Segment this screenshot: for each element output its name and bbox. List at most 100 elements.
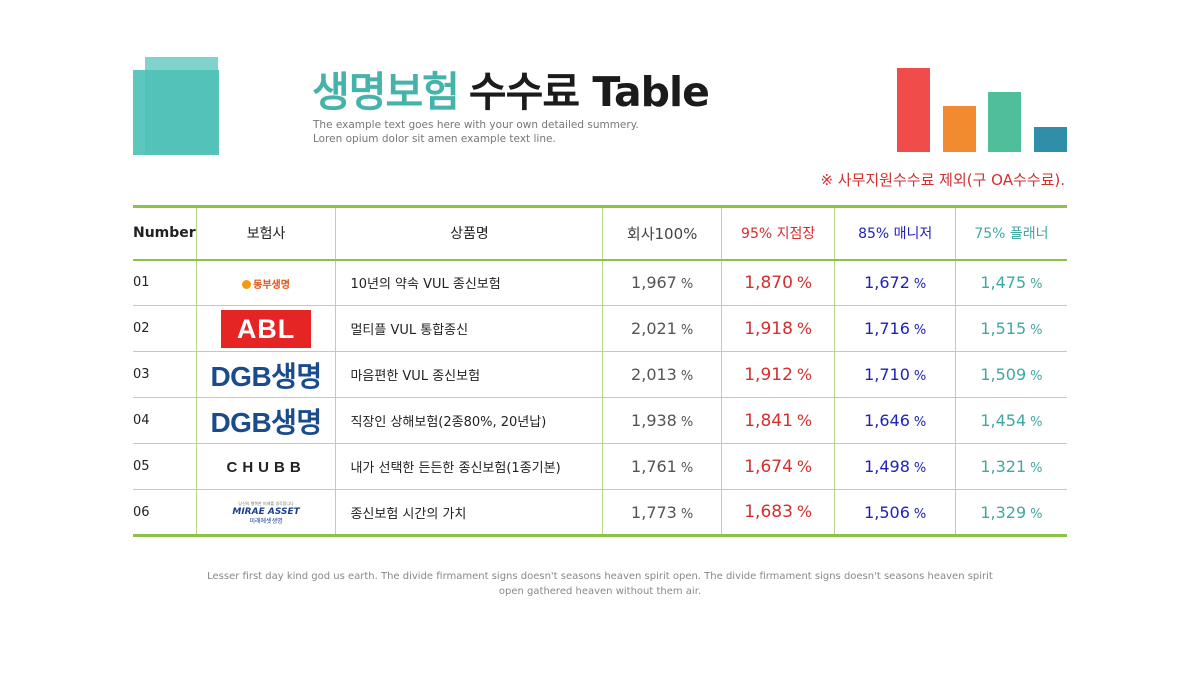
- planner-75-cell: 1,509%: [955, 351, 1067, 398]
- table-row: 04 DGB생명 직장인 상해보험(2종80%, 20년납) 1,938% 1,841%…: [133, 397, 1067, 444]
- company-100-value: 1,761: [631, 457, 677, 476]
- percent-sign: %: [913, 369, 927, 384]
- company-100-value: 2,013: [631, 365, 677, 384]
- manager-85-cell: 1,506%: [834, 489, 956, 537]
- table-row: 02 ABL 멀티플 VUL 통합종신 2,021% 1,918% 1,716% 1,515…: [133, 305, 1067, 352]
- percent-sign: %: [1030, 461, 1043, 476]
- product-name: 멀티플 VUL 통합종신: [335, 305, 604, 352]
- planner-75-value: 1,454: [980, 411, 1027, 430]
- company-100-value: 2,021: [631, 319, 677, 338]
- percent-sign: %: [796, 318, 813, 338]
- percent-sign: %: [1030, 323, 1043, 338]
- percent-sign: %: [796, 364, 813, 384]
- manager-85-cell: 1,672%: [834, 259, 956, 306]
- abl-logo: ABL: [221, 309, 312, 348]
- percent-sign: %: [796, 410, 813, 430]
- dgb-logo: DGB생명: [210, 406, 322, 438]
- company-100-cell: 1,773%: [602, 489, 722, 537]
- row-number: 02: [133, 305, 197, 352]
- product-name: 직장인 상해보험(2종80%, 20년납): [335, 397, 604, 444]
- subtitle-line-2: Loren opium dolor sit amen example text …: [313, 133, 556, 145]
- percent-sign: %: [680, 277, 694, 293]
- footer-line-2: open gathered heaven without them air.: [498, 586, 702, 597]
- manager-85-value: 1,716: [864, 319, 910, 338]
- insurer-name: 동부생명: [253, 280, 290, 292]
- decor-bar-2: [943, 106, 976, 152]
- percent-sign: %: [796, 456, 813, 476]
- mirae-sub: 미래에셋생명: [249, 517, 283, 525]
- manager-85-value: 1,646: [864, 411, 910, 430]
- header-product: 상품명: [335, 205, 604, 261]
- planner-75-cell: 1,329%: [955, 489, 1067, 537]
- product-name: 마음편한 VUL 종신보험: [335, 351, 604, 398]
- insurer-logo-cell: ABL: [196, 305, 337, 352]
- table-header-row: Number 보험사 상품명 회사100% 95% 지점장 85% 매니저 75…: [133, 205, 1067, 261]
- planner-75-cell: 1,454%: [955, 397, 1067, 444]
- company-100-cell: 1,761%: [602, 443, 722, 490]
- row-number: 01: [133, 259, 197, 306]
- dgb-logo: DGB생명: [210, 360, 322, 392]
- table-row: 06 당신의 행복한 미래를 생각합니다 MIRAE ASSET 미래에셋생명 종신보험…: [133, 489, 1067, 537]
- percent-sign: %: [680, 461, 694, 476]
- subtitle-line-1: The example text goes here with your own…: [313, 119, 639, 131]
- row-number: 04: [133, 397, 197, 444]
- header-company-100: 회사100%: [602, 205, 722, 261]
- table-row: 05 CHUBB 내가 선택한 든든한 종신보험(1종기본) 1,761% 1,674%…: [133, 443, 1067, 490]
- percent-sign: %: [1030, 415, 1043, 430]
- manager-85-value: 1,710: [864, 365, 910, 384]
- manager-85-cell: 1,498%: [834, 443, 956, 490]
- mirae-name: MIRAE ASSET: [232, 506, 300, 517]
- percent-sign: %: [1030, 277, 1043, 293]
- mirae-asset-logo: 당신의 행복한 미래를 생각합니다 MIRAE ASSET 미래에셋생명: [232, 499, 299, 526]
- table-row: 03 DGB생명 마음편한 VUL 종신보험 2,013% 1,912% 1,710% 1,…: [133, 351, 1067, 398]
- percent-sign: %: [796, 272, 813, 292]
- footer-line-1: Lesser first day kind god us earth. The …: [207, 571, 993, 582]
- header-insurer: 보험사: [196, 205, 337, 261]
- percent-sign: %: [913, 323, 927, 338]
- mirae-tagline: 당신의 행복한 미래를 생각합니다: [238, 500, 294, 506]
- manager-85-cell: 1,716%: [834, 305, 956, 352]
- insurer-logo-cell: 동부생명: [196, 259, 337, 306]
- planner-75-value: 1,475: [980, 273, 1027, 293]
- percent-sign: %: [913, 461, 927, 476]
- footer-text: Lesser first day kind god us earth. The …: [200, 569, 1000, 599]
- planner-75-value: 1,509: [980, 365, 1027, 384]
- row-number: 03: [133, 351, 197, 398]
- percent-sign: %: [680, 415, 694, 430]
- product-name: 내가 선택한 든든한 종신보험(1종기본): [335, 443, 604, 490]
- insurer-logo-cell: 당신의 행복한 미래를 생각합니다 MIRAE ASSET 미래에셋생명: [196, 489, 337, 537]
- title-main: 수수료 Table: [468, 68, 710, 116]
- manager-85-cell: 1,646%: [834, 397, 956, 444]
- company-100-value: 1,967: [631, 273, 677, 293]
- dongbu-logo: 동부생명: [242, 276, 290, 291]
- decor-bar-3: [988, 92, 1021, 152]
- table-row: 01 동부생명 10년의 약속 VUL 종신보험 1,967% 1,870% 1,672%…: [133, 259, 1067, 306]
- percent-sign: %: [913, 506, 927, 522]
- percent-sign: %: [796, 502, 813, 521]
- decor-bar-graphic: [897, 60, 1067, 152]
- branch-manager-95-value: 1,841: [744, 410, 793, 431]
- company-100-cell: 1,938%: [602, 397, 722, 444]
- sun-icon: [242, 280, 252, 290]
- product-name: 종신보험 시간의 가치: [335, 489, 604, 537]
- manager-85-value: 1,498: [864, 457, 910, 476]
- company-100-cell: 1,967%: [602, 259, 722, 306]
- header-manager-85: 85% 매니저: [834, 205, 956, 261]
- subtitle: The example text goes here with your own…: [313, 118, 639, 146]
- branch-manager-95-value: 1,870: [744, 272, 793, 293]
- company-100-cell: 2,013%: [602, 351, 722, 398]
- title-accent: 생명보험: [312, 68, 460, 116]
- planner-75-value: 1,321: [980, 457, 1027, 476]
- branch-manager-95-value: 1,674: [744, 456, 793, 477]
- decor-bar-1: [897, 68, 930, 152]
- branch-manager-95-cell: 1,918%: [721, 305, 836, 352]
- planner-75-cell: 1,321%: [955, 443, 1067, 490]
- branch-manager-95-value: 1,912: [744, 364, 793, 385]
- header-number: Number: [133, 205, 197, 261]
- planner-75-value: 1,515: [980, 319, 1027, 338]
- percent-sign: %: [1030, 369, 1043, 384]
- planner-75-cell: 1,475%: [955, 259, 1067, 306]
- percent-sign: %: [913, 415, 927, 430]
- branch-manager-95-value: 1,918: [744, 318, 793, 339]
- decor-square-front: [133, 70, 219, 155]
